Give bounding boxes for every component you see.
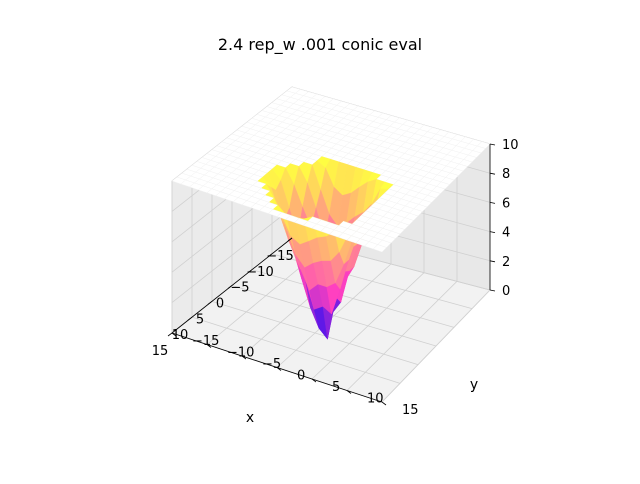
x-tick-label: 0 xyxy=(216,297,224,312)
x-tick-label: 15 xyxy=(152,344,169,359)
z-tick-label: 10 xyxy=(502,138,519,153)
x-axis-label: x xyxy=(246,410,254,426)
grid-line xyxy=(311,272,425,380)
y-tick-label: −5 xyxy=(262,357,281,372)
y-tick-label: 0 xyxy=(297,369,305,384)
y-tick-mark xyxy=(311,378,317,383)
z-tick-mark xyxy=(489,260,496,263)
y-tick-label: 5 xyxy=(332,380,340,395)
x-tick-label: −5 xyxy=(230,281,249,296)
grid-line xyxy=(276,263,392,368)
x-tick-mark xyxy=(247,269,253,273)
z-tick-label: 2 xyxy=(502,255,510,270)
x-tick-mark xyxy=(187,316,193,321)
x-tick-label: 5 xyxy=(196,312,204,327)
x-tick-mark xyxy=(287,237,293,242)
y-tick-mark xyxy=(171,332,177,337)
z-tick-mark xyxy=(489,202,496,204)
x-tick-mark xyxy=(167,332,173,337)
z-tick-label: 6 xyxy=(502,196,510,211)
z-tick-mark xyxy=(489,172,496,175)
x-tick-label: −15 xyxy=(266,249,293,264)
y-tick-mark xyxy=(241,355,247,360)
surface-facet xyxy=(372,244,387,253)
z-tick-mark xyxy=(489,231,496,233)
z-tick-label: 4 xyxy=(502,226,510,241)
z-tick-label: 0 xyxy=(502,284,510,299)
x-tick-mark xyxy=(267,253,273,258)
y-tick-mark xyxy=(381,401,387,406)
chart-title: 2.4 rep_w .001 conic eval xyxy=(218,35,422,55)
grid-line xyxy=(171,207,293,303)
x-tick-mark xyxy=(207,301,213,305)
x-tick-label: −10 xyxy=(246,265,273,280)
y-tick-mark xyxy=(276,367,282,371)
surface-plot xyxy=(171,86,491,340)
grid-line xyxy=(381,289,491,403)
y-axis-label: y xyxy=(470,377,478,393)
grid-line xyxy=(346,281,458,391)
z-tick-mark xyxy=(489,289,496,292)
y-tick-label: −15 xyxy=(192,334,219,349)
y-tick-mark xyxy=(346,390,352,394)
y-tick-mark xyxy=(206,344,212,348)
z-tick-label: 8 xyxy=(502,167,510,182)
x-tick-label: 10 xyxy=(172,328,189,343)
z-tick-mark xyxy=(489,143,496,146)
x-tick-mark xyxy=(227,285,233,289)
y-tick-label: 15 xyxy=(402,403,419,418)
y-tick-label: 10 xyxy=(367,392,384,407)
y-tick-label: −10 xyxy=(227,346,254,361)
